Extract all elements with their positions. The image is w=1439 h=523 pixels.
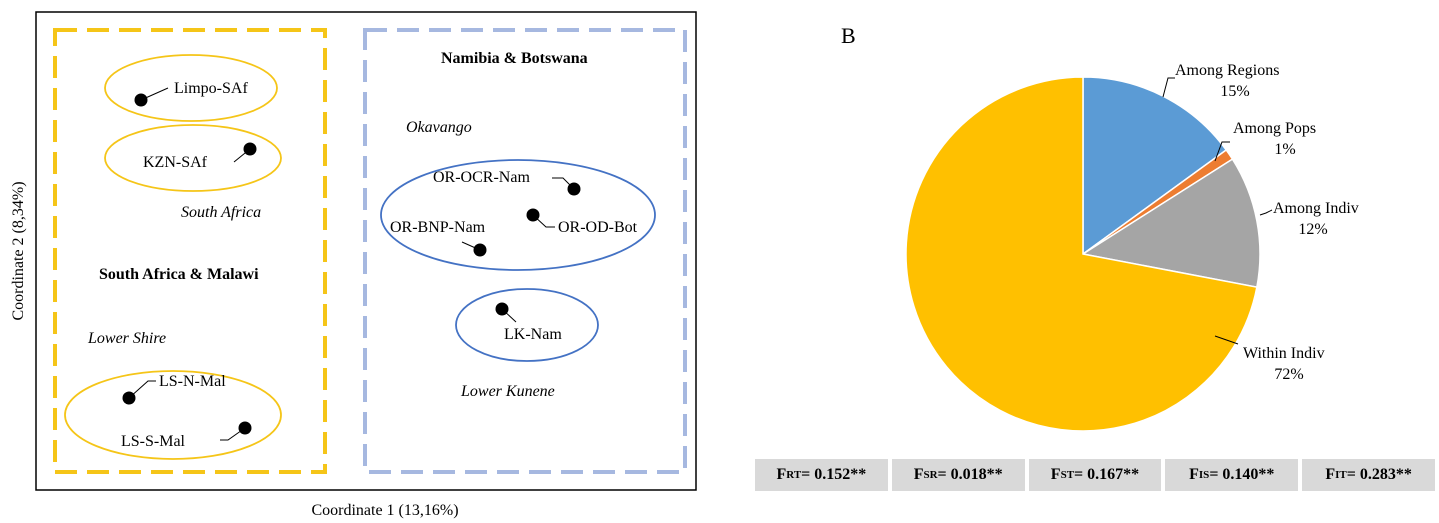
coordinate-plot: Limpo-SAf KZN-SAf OR-OCR-Nam OR-OD-Bot O… [10,11,697,519]
pie-label-among-indiv: Among Indiv [1273,200,1359,217]
pie-pct-among-regions: 15% [1220,83,1249,100]
stat-fis: F IS = 0.140** [1165,459,1299,491]
ellipse-okavango [380,159,656,271]
pie-label-within-indiv: Within Indiv [1243,345,1325,362]
label-or-od-bot: OR-OD-Bot [558,219,638,236]
stat-frt: F RT = 0.152** [755,459,888,491]
southern-group-box [53,28,327,474]
point-kzn-saf [243,142,257,156]
f-statistics-row: F RT = 0.152** F SR = 0.018** F ST = 0.167*… [755,459,1435,491]
ellipse-limpo [104,54,278,122]
label-limpo-saf: Limpo-SAf [174,80,248,97]
label-lk-nam: LK-Nam [504,326,562,343]
region-south-africa: South Africa [181,204,261,221]
pie-leaders [1162,77,1273,345]
northern-group-box [363,28,687,474]
ellipse-kzn [104,124,282,192]
label-ls-s-mal: LS-S-Mal [121,433,186,450]
point-or-od-bot [526,208,540,222]
point-limpo-saf [134,93,148,107]
stat-fst: F ST = 0.167** [1028,459,1162,491]
pie-pct-among-pops: 1% [1274,141,1295,158]
label-kzn-saf: KZN-SAf [143,154,208,171]
point-or-bnp-nam [473,243,487,257]
pie-slice-within-indiv [905,76,1258,432]
label-or-bnp-nam: OR-BNP-Nam [390,219,486,236]
panel-b-title: B [841,23,856,48]
pie-pct-within-indiv: 72% [1274,366,1303,383]
point-or-ocr-nam [567,182,581,196]
x-axis-label: Coordinate 1 (13,16%) [311,502,458,519]
pie-pct-among-indiv: 12% [1298,221,1327,238]
plot-frame [35,11,697,491]
ellipse-lower-kunene [455,288,599,362]
ellipse-lower-shire [64,370,282,460]
pie-chart: B Among Regions 15% Among Pops 1% Among … [841,23,1359,432]
point-ls-s-mal [238,421,252,435]
y-axis-label: Coordinate 2 (8,34%) [10,181,27,320]
stat-fsr: F SR = 0.018** [891,459,1025,491]
region-okavango: Okavango [406,119,472,136]
label-ls-n-mal: LS-N-Mal [159,373,226,390]
label-or-ocr-nam: OR-OCR-Nam [433,169,530,186]
region-lower-kunene: Lower Kunene [460,383,555,400]
stat-fit: F IT = 0.283** [1302,459,1435,491]
region-lower-shire: Lower Shire [87,330,166,347]
pie-label-among-pops: Among Pops [1233,120,1316,137]
pie-slices [905,76,1261,432]
group-label-south: South Africa & Malawi [99,266,259,283]
pie-label-among-regions: Among Regions [1175,62,1279,79]
point-lk-nam [495,302,509,316]
group-label-north: Namibia & Botswana [441,50,588,67]
pie-slice-among-indiv [1080,158,1261,289]
point-ls-n-mal [122,391,136,405]
